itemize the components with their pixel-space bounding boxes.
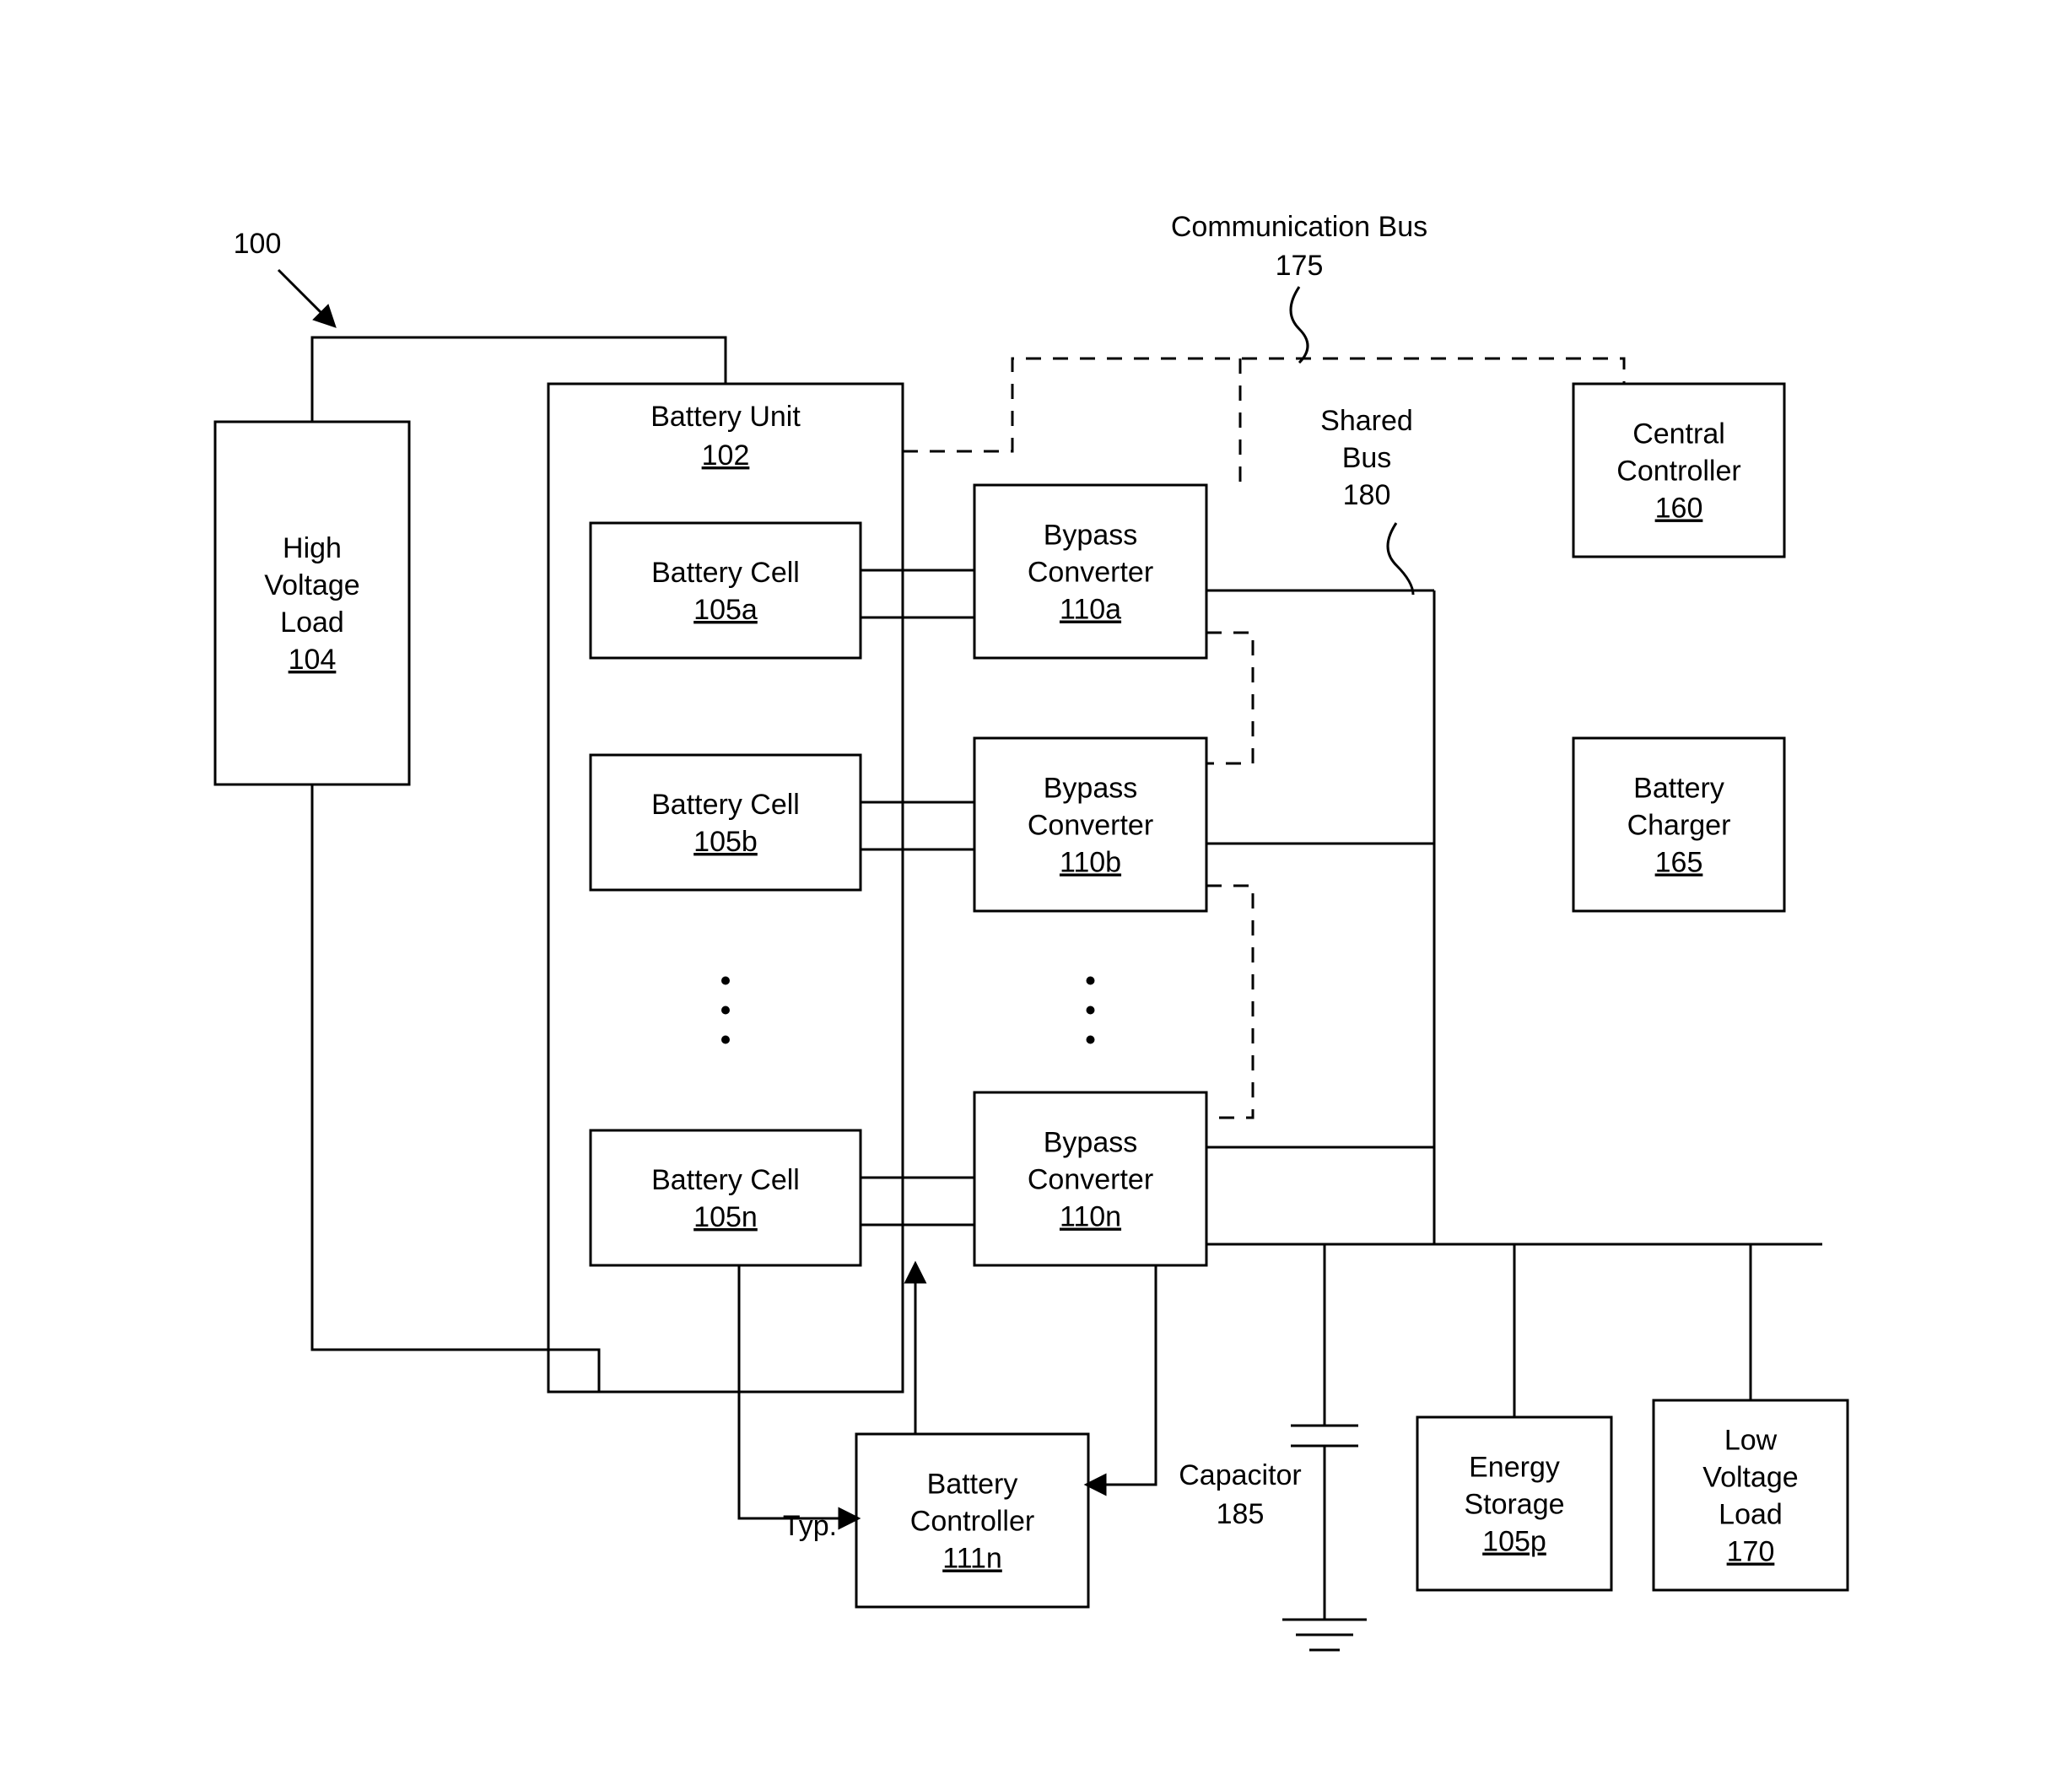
ellipsis-dot	[1087, 1006, 1095, 1015]
svg-text:Controller: Controller	[910, 1506, 1034, 1538]
ellipsis-dot	[721, 977, 730, 985]
svg-text:Battery: Battery	[927, 1469, 1018, 1501]
svg-text:Converter: Converter	[1028, 810, 1153, 842]
svg-text:Communication Bus: Communication Bus	[1171, 211, 1427, 243]
svg-text:180: 180	[1343, 479, 1391, 511]
svg-text:Load: Load	[1719, 1499, 1783, 1531]
svg-text:Voltage: Voltage	[1702, 1462, 1798, 1494]
svg-text:185: 185	[1217, 1498, 1265, 1530]
svg-text:100: 100	[234, 228, 282, 260]
svg-text:105p: 105p	[1482, 1526, 1546, 1558]
ref-100-arrow	[278, 270, 333, 325]
svg-text:Battery Unit: Battery Unit	[650, 401, 801, 433]
svg-text:110a: 110a	[1060, 594, 1121, 626]
svg-text:105n: 105n	[693, 1201, 758, 1233]
svg-text:105b: 105b	[693, 826, 758, 858]
ellipsis-dot	[1087, 1036, 1095, 1044]
svg-text:Bypass: Bypass	[1044, 773, 1138, 805]
svg-text:Converter: Converter	[1028, 557, 1153, 589]
svg-text:High: High	[283, 532, 342, 564]
battery-cell	[591, 755, 861, 890]
svg-text:Battery Cell: Battery Cell	[651, 557, 800, 589]
svg-text:110b: 110b	[1060, 847, 1121, 879]
leader-sharedbus	[1388, 523, 1413, 595]
svg-text:Low: Low	[1724, 1425, 1778, 1457]
arrow-conv-to-ctrl	[1088, 1265, 1156, 1485]
svg-text:111n: 111n	[942, 1543, 1002, 1575]
svg-text:Bypass: Bypass	[1044, 1127, 1138, 1159]
svg-text:165: 165	[1655, 847, 1703, 879]
svg-text:Converter: Converter	[1028, 1164, 1153, 1196]
svg-text:Battery Cell: Battery Cell	[651, 1164, 800, 1196]
svg-text:160: 160	[1655, 493, 1703, 525]
svg-text:Battery: Battery	[1633, 773, 1724, 805]
svg-text:Bus: Bus	[1342, 442, 1392, 474]
leader-commbus	[1291, 287, 1308, 363]
svg-text:Storage: Storage	[1464, 1489, 1564, 1521]
svg-text:175: 175	[1276, 250, 1324, 282]
svg-text:Load: Load	[280, 607, 344, 639]
battery-cell	[591, 1130, 861, 1265]
battery-cell	[591, 523, 861, 658]
svg-text:Energy: Energy	[1469, 1452, 1560, 1484]
comm-bus-main	[903, 359, 1624, 451]
svg-text:Controller: Controller	[1616, 456, 1740, 488]
comm-link-bn	[1206, 886, 1253, 1118]
svg-text:Charger: Charger	[1627, 810, 1731, 842]
svg-text:Shared: Shared	[1320, 405, 1413, 437]
ellipsis-dot	[721, 1006, 730, 1015]
svg-text:Typ.: Typ.	[783, 1510, 837, 1542]
svg-text:170: 170	[1727, 1536, 1775, 1568]
comm-link-ab	[1206, 633, 1253, 763]
svg-text:104: 104	[289, 644, 337, 676]
svg-text:Bypass: Bypass	[1044, 520, 1138, 552]
high-voltage-load	[215, 422, 409, 784]
svg-text:102: 102	[702, 439, 750, 472]
svg-text:Capacitor: Capacitor	[1179, 1459, 1302, 1491]
svg-text:105a: 105a	[693, 594, 758, 626]
svg-text:Voltage: Voltage	[264, 569, 359, 601]
svg-text:110n: 110n	[1060, 1201, 1121, 1233]
svg-text:Battery Cell: Battery Cell	[651, 789, 800, 821]
svg-text:Central: Central	[1632, 418, 1725, 450]
arrow-cell-to-ctrl	[739, 1392, 856, 1518]
ellipsis-dot	[1087, 977, 1095, 985]
ellipsis-dot	[721, 1036, 730, 1044]
